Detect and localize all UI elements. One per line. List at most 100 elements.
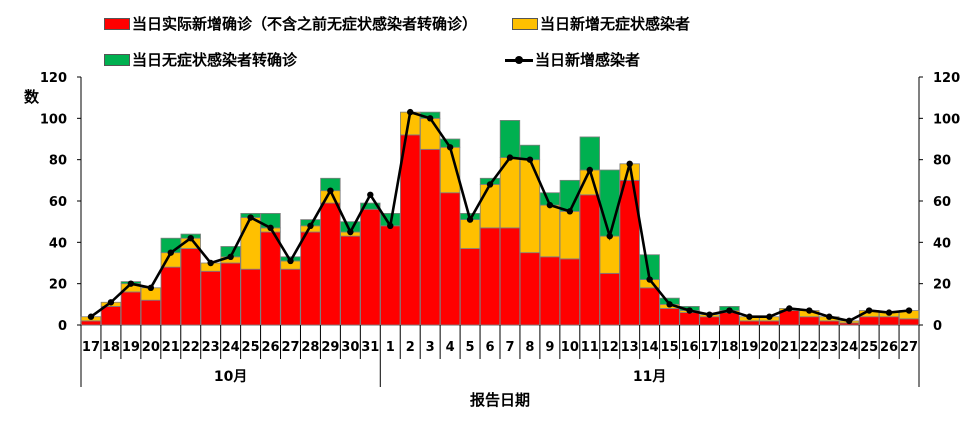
line-point-total	[426, 115, 434, 122]
line-point-total	[646, 276, 653, 283]
line-point-total	[845, 317, 853, 325]
line-point-total	[885, 309, 893, 316]
y-tick-label-right: 120	[933, 71, 960, 86]
x-tick-label: 24	[840, 340, 858, 355]
x-tick-label: 21	[162, 340, 180, 355]
line-point-total	[606, 232, 613, 240]
x-tick-label: 6	[486, 340, 495, 355]
line-point-total	[865, 307, 873, 314]
legend-item-confirmed: 当日实际新增确诊（不含之前无症状感染者转确诊）	[104, 13, 477, 34]
x-tick-label: 13	[621, 340, 639, 355]
bar-confirmed	[280, 268, 301, 326]
line-point-total	[706, 311, 713, 318]
y-axis-label: 数	[24, 88, 40, 106]
x-tick-label: 17	[82, 340, 100, 355]
legend-item-converted: 当日无症状感染者转确诊	[104, 49, 297, 70]
line-point-total	[766, 313, 773, 320]
x-tick-label: 22	[182, 340, 200, 355]
line-point-total	[387, 222, 394, 229]
bar-confirmed	[679, 312, 700, 326]
x-tick-label: 26	[262, 340, 280, 355]
line-point-total	[207, 259, 214, 267]
line-point-total	[586, 166, 593, 174]
bar-confirmed	[799, 316, 820, 326]
bar-confirmed	[260, 231, 281, 326]
y-tick-label-left: 60	[49, 195, 67, 210]
bar-confirmed	[858, 316, 880, 326]
line-point-total	[905, 307, 913, 314]
bar-confirmed	[479, 227, 501, 326]
bar-asymptomatic	[479, 184, 501, 229]
bar-confirmed	[220, 262, 241, 326]
y-tick-label-left: 20	[49, 278, 67, 293]
bar-asymptomatic	[539, 204, 561, 258]
bar-confirmed	[898, 318, 920, 326]
bar-confirmed	[759, 320, 780, 326]
bar-confirmed	[360, 208, 381, 326]
x-tick-label: 5	[466, 340, 475, 355]
y-tick-label-left: 0	[58, 319, 67, 334]
x-tick-label: 25	[860, 340, 878, 355]
bar-confirmed	[819, 320, 840, 326]
bar-converted	[360, 202, 381, 210]
bar-confirmed	[120, 291, 142, 326]
x-tick-label: 20	[760, 340, 778, 355]
month-label: 11月	[633, 369, 666, 385]
bar-converted	[599, 169, 620, 237]
x-axis-label: 报告日期	[470, 391, 530, 409]
line-point-total	[546, 201, 554, 209]
x-tick-label: 17	[700, 340, 718, 355]
bar-converted	[499, 120, 521, 159]
legend-swatch-converted	[104, 54, 130, 66]
bar-confirmed	[240, 268, 261, 326]
x-tick-label: 7	[505, 340, 514, 355]
bar-confirmed	[340, 235, 361, 326]
line-point-total	[367, 191, 374, 198]
line-point-total	[746, 313, 753, 320]
bar-confirmed	[739, 320, 760, 326]
x-tick-label: 29	[321, 340, 339, 355]
legend-label-converted: 当日无症状感染者转确诊	[132, 51, 298, 69]
bar-confirmed	[320, 202, 341, 326]
bar-confirmed	[459, 248, 481, 326]
y-tick-label-right: 80	[933, 154, 951, 169]
x-tick-label: 1	[386, 340, 395, 355]
bar-confirmed	[200, 270, 221, 326]
bar-confirmed	[719, 312, 740, 326]
line-point-total	[686, 307, 693, 314]
x-tick-label: 31	[361, 340, 379, 355]
bar-confirmed	[380, 225, 401, 326]
legend-label-total: 当日新增感染者	[535, 51, 641, 69]
line-point-total	[566, 208, 574, 215]
x-tick-label: 22	[800, 340, 818, 355]
line-point-total	[247, 214, 254, 221]
x-tick-label: 24	[222, 340, 240, 355]
line-point-total	[267, 224, 274, 232]
bar-converted	[579, 136, 600, 171]
bar-asymptomatic	[240, 217, 261, 270]
line-point-total	[307, 222, 314, 229]
bar-confirmed	[439, 192, 461, 326]
line-series-total	[90, 110, 910, 323]
y-tick-label-left: 80	[49, 154, 67, 169]
bar-confirmed	[100, 305, 122, 326]
bar-confirmed	[300, 231, 321, 326]
line-point-total	[666, 301, 673, 308]
x-tick-label: 23	[202, 340, 220, 355]
y-tick-label-left: 100	[40, 112, 67, 127]
bar-confirmed	[559, 258, 581, 326]
y-tick-label-right: 0	[933, 319, 942, 334]
line-point-total	[466, 216, 474, 223]
x-tick-label: 28	[301, 340, 319, 355]
x-tick-label: 3	[426, 340, 435, 355]
legend-label-confirmed: 当日实际新增确诊（不含之前无症状感染者转确诊）	[132, 15, 478, 33]
bar-confirmed	[639, 287, 660, 326]
bar-confirmed	[539, 256, 561, 326]
month-label: 10月	[214, 369, 247, 385]
legend-item-asymptomatic: 当日新增无症状感染者	[512, 13, 690, 34]
x-tick-label: 23	[820, 340, 838, 355]
line-point-total	[187, 235, 194, 242]
line-point-total	[127, 280, 135, 287]
x-tick-label: 12	[601, 340, 619, 355]
